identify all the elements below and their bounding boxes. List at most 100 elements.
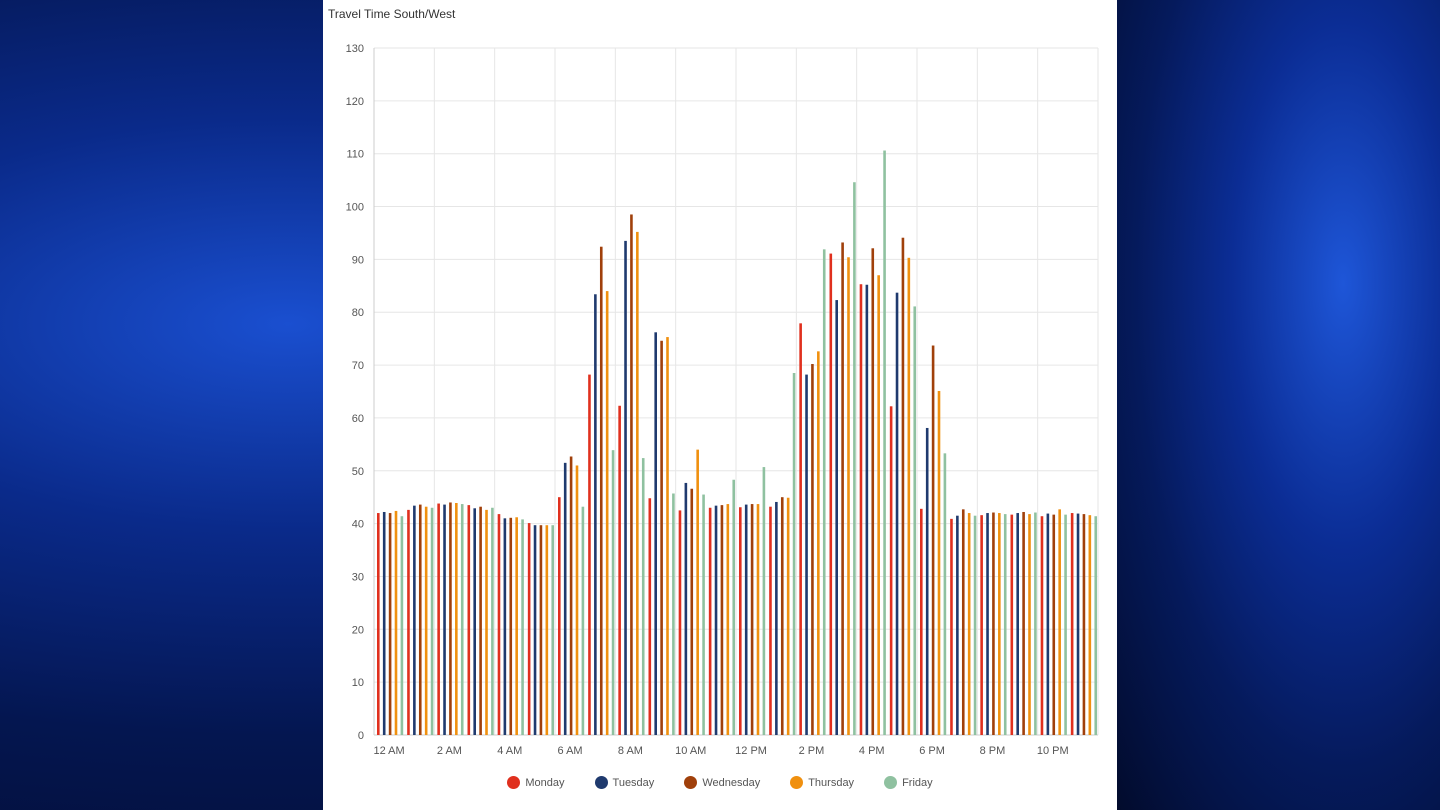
legend-marker-icon [884, 776, 898, 789]
bar-monday [829, 253, 833, 735]
bar-monday [708, 507, 712, 735]
bar-friday [551, 525, 555, 735]
bar-friday [1034, 512, 1037, 735]
bar-tuesday [473, 508, 476, 735]
legend-label: Friday [902, 776, 933, 789]
bar-wednesday [388, 513, 392, 735]
bar-wednesday [961, 509, 965, 735]
x-tick-label: 10 AM [675, 745, 706, 757]
bar-wednesday [1022, 511, 1025, 735]
x-tick-label: 8 AM [618, 745, 643, 757]
bar-wednesday [841, 242, 844, 735]
legend-item-monday[interactable]: Monday [507, 776, 565, 789]
bar-thursday [756, 504, 760, 735]
bar-tuesday [563, 462, 567, 735]
bar-monday [678, 510, 682, 735]
y-tick-label: 70 [352, 360, 364, 372]
bar-wednesday [569, 456, 573, 735]
bar-friday [1064, 514, 1067, 735]
bar-monday [1010, 514, 1014, 735]
y-tick-label: 40 [352, 519, 364, 531]
bar-monday [799, 323, 802, 735]
y-tick-label: 50 [352, 466, 364, 478]
bar-friday [822, 249, 826, 735]
bar-wednesday [720, 505, 724, 735]
y-tick-label: 0 [358, 730, 364, 742]
bar-friday [913, 306, 917, 735]
bar-thursday [877, 275, 880, 735]
bar-friday [521, 519, 524, 735]
bar-wednesday [449, 502, 452, 735]
bar-thursday [515, 517, 518, 735]
chart-panel: Travel Time South/West 0 10 20 30 40 50 60 70 80… [323, 0, 1117, 810]
bar-friday [460, 504, 464, 735]
bar-monday [920, 508, 923, 735]
bar-friday [883, 150, 886, 735]
bar-thursday [636, 231, 639, 736]
y-tick-label: 10 [352, 677, 364, 689]
bar-monday [497, 514, 501, 735]
bar-friday [672, 493, 675, 735]
bar-wednesday [901, 237, 905, 735]
bar-monday [769, 506, 772, 735]
bar-thursday [998, 513, 1001, 735]
bar-thursday [424, 506, 428, 735]
bar-tuesday [835, 300, 838, 735]
legend-item-tuesday[interactable]: Tuesday [594, 776, 654, 789]
bar-friday [430, 507, 434, 735]
x-tick-label: 8 PM [980, 745, 1006, 757]
bar-friday [702, 494, 705, 735]
bar-wednesday [660, 340, 663, 735]
y-tick-label: 90 [352, 254, 364, 266]
bar-monday [648, 498, 652, 735]
bar-wednesday [931, 345, 935, 735]
bar-monday [558, 497, 561, 735]
bar-friday [853, 182, 856, 735]
legend-item-friday[interactable]: Friday [884, 776, 933, 789]
bar-tuesday [1046, 513, 1050, 735]
bar-monday [588, 374, 591, 735]
y-tick-label: 30 [352, 571, 364, 583]
bar-tuesday [624, 240, 627, 735]
legend: Monday Tuesday Wednesday Thursday Friday [323, 776, 1117, 789]
bar-thursday [967, 513, 971, 735]
bar-thursday [847, 257, 850, 735]
bar-friday [491, 507, 494, 735]
bar-monday [1070, 513, 1074, 735]
bar-wednesday [418, 504, 422, 735]
bar-wednesday [1082, 514, 1086, 735]
y-tick-label: 120 [346, 96, 364, 108]
bar-thursday [786, 497, 790, 735]
legend-marker-icon [507, 776, 521, 789]
bar-tuesday [382, 511, 386, 735]
bar-thursday [666, 337, 669, 735]
x-tick-label: 2 PM [799, 745, 825, 757]
bar-tuesday [744, 504, 748, 735]
legend-marker-icon [790, 776, 804, 789]
bar-thursday [817, 351, 820, 735]
bar-friday [611, 450, 615, 735]
bar-thursday [1088, 515, 1092, 735]
legend-item-thursday[interactable]: Thursday [790, 776, 854, 789]
x-tick-label: 12 PM [735, 745, 767, 757]
legend-item-wednesday[interactable]: Wednesday [684, 776, 760, 789]
bar-friday [641, 458, 645, 735]
bar-wednesday [599, 246, 603, 735]
background-right [1117, 0, 1440, 810]
y-tick-label: 80 [352, 307, 364, 319]
bar-wednesday [1052, 514, 1056, 735]
bar-monday [437, 503, 440, 735]
bar-tuesday [775, 501, 778, 735]
bar-monday [950, 518, 953, 735]
bar-thursday [394, 510, 398, 735]
y-tick-label: 60 [352, 413, 364, 425]
bar-tuesday [714, 505, 718, 735]
bar-friday [762, 467, 766, 735]
bar-tuesday [986, 513, 989, 735]
y-tick-label: 100 [346, 202, 364, 214]
bar-tuesday [895, 292, 899, 735]
bar-monday [1040, 516, 1044, 735]
bar-wednesday [479, 506, 482, 735]
bar-tuesday [594, 294, 597, 735]
bar-tuesday [1016, 513, 1019, 735]
